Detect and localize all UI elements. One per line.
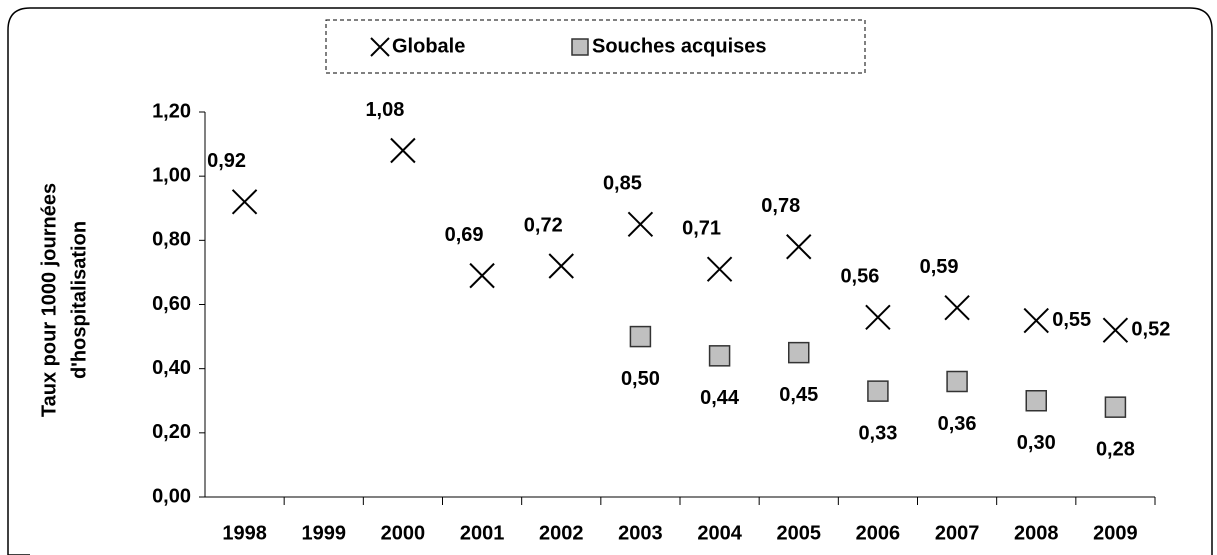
data-point [469, 262, 495, 289]
data-label: 0,44 [700, 387, 740, 409]
data-label: 0,56 [840, 266, 879, 288]
y-tick-label: 0,40 [152, 357, 191, 379]
data-point [1102, 317, 1129, 343]
x-tick-label: 2003 [618, 522, 663, 544]
y-tick-label: 0,60 [152, 293, 191, 315]
data-point [390, 137, 416, 164]
legend-label: Globale [392, 35, 465, 57]
data-label: 0,69 [445, 224, 484, 246]
x-tick-label: 2009 [1093, 522, 1138, 544]
data-label: 0,36 [938, 413, 977, 435]
data-label: 0,85 [603, 173, 642, 195]
data-point [708, 345, 731, 367]
data-point [1023, 307, 1049, 334]
data-label: 0,28 [1096, 438, 1135, 460]
data-point [865, 304, 891, 331]
y-axis-title: Taux pour 1000 journées [38, 183, 60, 417]
x-tick-label: 2007 [935, 522, 980, 544]
data-label: 0,50 [621, 368, 660, 390]
data-point [706, 256, 733, 282]
data-point [786, 234, 812, 260]
data-point [231, 189, 258, 215]
data-label: 0,52 [1131, 318, 1170, 340]
x-tick-label: 1999 [302, 522, 347, 544]
data-label: 0,78 [761, 195, 800, 217]
data-point [629, 325, 652, 348]
data-label: 1,08 [365, 99, 404, 121]
data-label: 0,72 [524, 214, 563, 236]
data-point [944, 295, 970, 321]
x-tick-label: 2001 [460, 522, 505, 544]
y-tick-label: 0,00 [152, 485, 191, 507]
x-tick-label: 2000 [381, 522, 426, 544]
x-tick-label: 2008 [1014, 522, 1059, 544]
legend-box [325, 19, 866, 74]
x-tick-label: 2006 [856, 522, 901, 544]
data-point [788, 341, 810, 364]
data-label: 0,30 [1017, 432, 1056, 454]
data-point [946, 370, 968, 393]
y-tick-label: 0,20 [152, 421, 191, 443]
data-label: 0,55 [1052, 309, 1091, 331]
y-tick-label: 1,00 [152, 164, 191, 186]
data-label: 0,33 [858, 422, 897, 444]
x-tick-label: 1998 [222, 522, 267, 544]
y-axis-title: d'hospitalisation [68, 221, 90, 379]
x-tick-label: 2005 [777, 522, 822, 544]
data-label: 0,59 [920, 256, 959, 278]
y-tick-label: 0,80 [152, 229, 191, 251]
x-tick-label: 2004 [697, 522, 742, 544]
data-point [1025, 390, 1047, 412]
legend-marker [370, 37, 390, 57]
data-label: 0,92 [207, 150, 246, 172]
y-tick-label: 1,20 [152, 100, 191, 122]
data-point [867, 380, 889, 402]
x-tick-label: 2002 [539, 522, 584, 544]
data-label: 0,71 [682, 217, 721, 239]
data-point [1104, 396, 1127, 418]
data-label: 0,45 [779, 384, 818, 406]
frame [7, 7, 1213, 555]
legend-label: Souches acquises [592, 35, 767, 57]
data-point [627, 211, 654, 237]
data-point [548, 253, 574, 279]
legend-marker [571, 38, 589, 56]
